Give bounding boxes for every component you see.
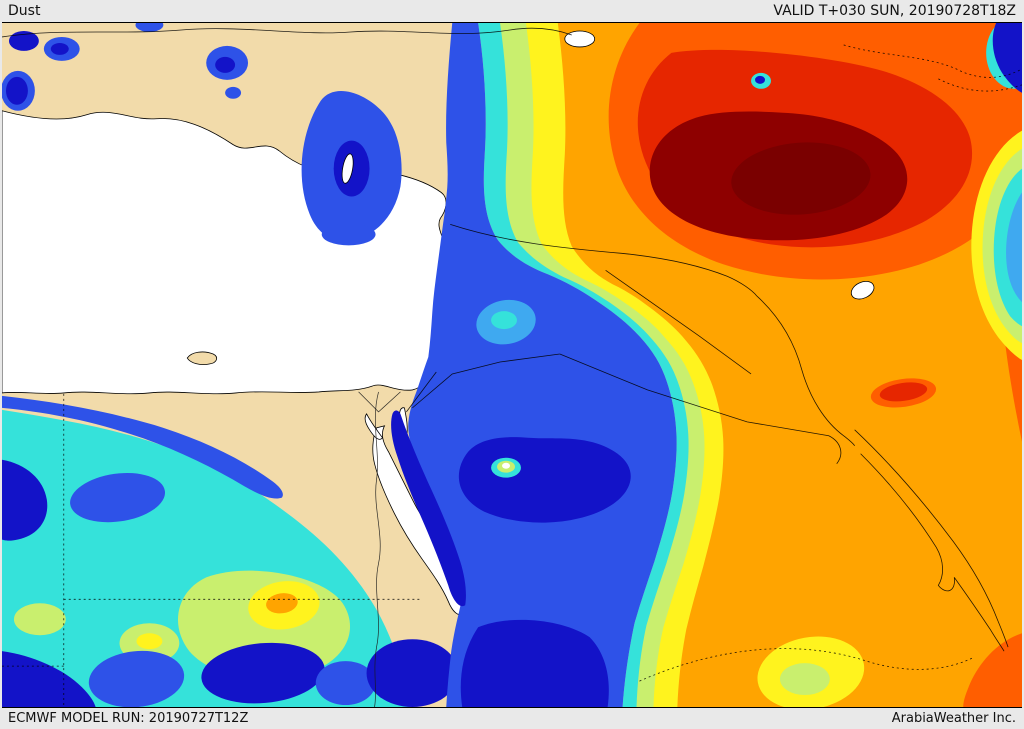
- country-borders: [2, 27, 1022, 707]
- anatolia-west-core: [215, 56, 236, 73]
- lake-van: [564, 30, 596, 48]
- island-small: [186, 351, 218, 366]
- south-arabia-border: [639, 648, 975, 682]
- anatolia-west-spot: [225, 86, 242, 99]
- anatolia-salt-lake: [341, 153, 354, 184]
- africa-yellow-spot: [136, 633, 163, 650]
- africa-green-spot-west: [13, 603, 66, 636]
- caspian-navy-corner: [992, 23, 1022, 93]
- anatolia-top-blob: [135, 23, 164, 32]
- valid-time-label: VALID T+030 SUN, 20190728T18Z: [773, 3, 1016, 19]
- aegean-navy-3: [5, 76, 28, 105]
- persian-gulf-north-coast: [854, 429, 1009, 648]
- dust-contours-arabia-blue: [391, 23, 677, 707]
- iran-iraq-border: [756, 295, 855, 446]
- syria-iraq-border: [605, 269, 752, 375]
- aegean-navy-1: [50, 42, 69, 55]
- arabia-navy-coastal: [391, 410, 466, 607]
- map-detail-features: [564, 30, 937, 707]
- arabia-cyan-spot: [491, 311, 517, 330]
- arabia-blue-mass: [408, 23, 677, 707]
- sinai-border: [406, 371, 437, 413]
- model-run-label: ECMWF MODEL RUN: 20190727T12Z: [8, 711, 249, 726]
- jordan-border: [412, 353, 560, 409]
- southeast-green-core: [779, 663, 830, 696]
- arabia-dot-core: [502, 462, 511, 469]
- anatolia-small-blob: [321, 223, 376, 246]
- iran-red-spot: [879, 382, 928, 402]
- arabia-navy-bottom: [460, 619, 609, 707]
- lake-urmia: [850, 280, 875, 300]
- dust-contours-anatolia: [2, 23, 402, 246]
- east-skyblue-sliver: [1006, 192, 1022, 303]
- map-header-bar: Dust VALID T+030 SUN, 20190728T18Z: [0, 0, 1024, 22]
- africa-blue-bottom-1: [88, 650, 185, 707]
- dust-contours-main-storm: [478, 23, 1022, 707]
- storm-darkest-core: [731, 142, 871, 215]
- africa-coastal-blue-band: [2, 395, 283, 499]
- caucasus-borders: [843, 44, 1022, 78]
- africa-navy-bottom-east: [366, 639, 459, 707]
- africa-blue-patch: [70, 472, 166, 523]
- persian-gulf-south-coast: [860, 453, 1005, 652]
- aegean-navy-2: [8, 30, 39, 51]
- gulf-of-suez: [364, 413, 384, 440]
- iraq-saudi-border: [559, 353, 842, 464]
- africa-blue-bottom-2: [315, 661, 376, 706]
- black-sea-coastline: [2, 27, 572, 38]
- map-footer-bar: ECMWF MODEL RUN: 20190727T12Z ArabiaWeat…: [0, 708, 1024, 729]
- africa-navy-bottom: [201, 642, 325, 704]
- map-area: [2, 22, 1022, 708]
- dust-contours-east-edge: [971, 23, 1022, 361]
- nile-river: [374, 391, 381, 707]
- nile-delta: [358, 391, 401, 413]
- dust-forecast-map: [2, 23, 1022, 707]
- dust-contours-africa: [2, 395, 459, 707]
- africa-navy-corner: [2, 651, 96, 707]
- layer-title: Dust: [8, 3, 41, 19]
- turkey-syria-border: [450, 224, 758, 297]
- africa-navy-blob-west: [2, 459, 48, 541]
- africa-orange-core: [266, 593, 298, 614]
- credit-label: ArabiaWeather Inc.: [891, 711, 1016, 726]
- storm-darkorange-corner: [963, 633, 1022, 707]
- storm-cool-spot-core: [755, 75, 766, 84]
